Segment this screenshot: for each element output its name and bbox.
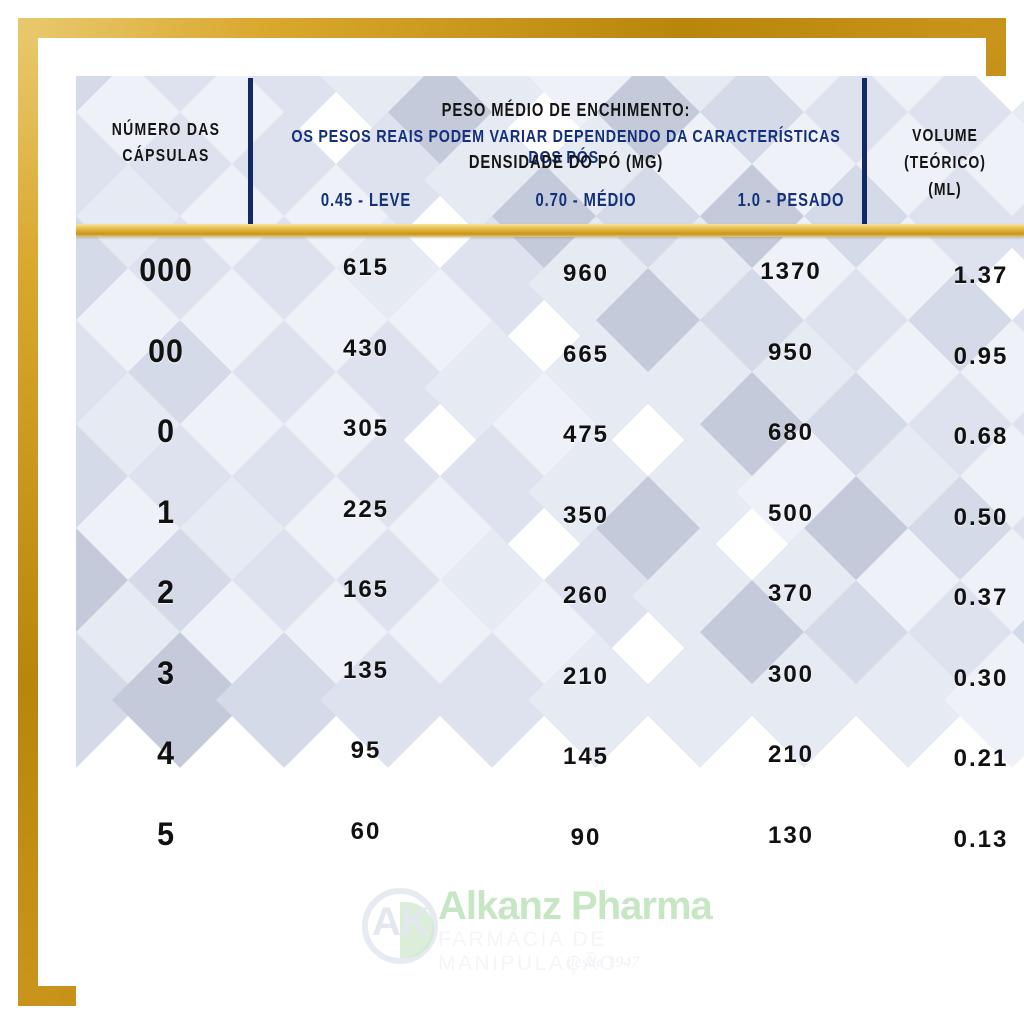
gold-frame: AK Alkanz Pharma FARMÁCIA DE MANIPULAÇÃO… (18, 18, 1024, 1024)
column-header-capsulas: NÚMERO DAS CÁPSULAS (102, 116, 230, 168)
capsule-size: 0 (157, 413, 175, 449)
weight-medio: 210 (562, 662, 610, 690)
table-header: NÚMERO DAS CÁPSULAS PESO MÉDIO DE ENCHIM… (76, 76, 1024, 228)
column-header-volume-line2: (ML) (928, 179, 962, 199)
volume-ml: 0.21 (953, 745, 1009, 772)
weight-medio: 145 (562, 743, 610, 770)
volume-ml: 0.13 (953, 825, 1009, 853)
weight-leve: 165 (342, 576, 390, 603)
weight-leve: 430 (342, 334, 390, 362)
capsule-size: 00 (148, 332, 184, 369)
weight-leve: 225 (342, 495, 390, 523)
gold-separator-bar (76, 224, 1024, 237)
weight-leve: 615 (342, 254, 390, 281)
weight-medio: 475 (562, 421, 610, 448)
weight-pesado: 1370 (760, 258, 822, 285)
header-divider-left (248, 78, 253, 228)
capsule-size: 3 (157, 654, 175, 691)
density-label-leve: 0.45 - LEVE (320, 190, 412, 210)
peso-density-label: DENSIDADE DO PÓ (MG) (468, 152, 664, 172)
weight-pesado: 130 (767, 821, 815, 849)
weight-pesado: 370 (767, 580, 815, 607)
weight-leve: 95 (350, 737, 382, 764)
peso-note: OS PESOS REAIS PODEM VARIAR DEPENDENDO D… (291, 126, 841, 167)
column-header-volume-line1: VOLUME (TEÓRICO) (904, 125, 986, 172)
weight-medio: 90 (570, 823, 602, 851)
column-header-capsulas-line2: CÁPSULAS (122, 145, 210, 165)
column-header-capsulas-line1: NÚMERO DAS (111, 119, 221, 139)
capsule-size: 2 (157, 574, 175, 610)
volume-ml: 1.37 (953, 262, 1009, 289)
column-header-volume: VOLUME (TEÓRICO) (ML) (882, 122, 1008, 203)
weight-medio: 260 (562, 582, 610, 609)
weight-pesado: 680 (767, 419, 815, 446)
table-body: 000 615 960 1370 1.37 00 430 665 950 0.95 0 305 475 6… (76, 236, 1024, 856)
weight-leve: 60 (350, 817, 382, 845)
weight-pesado: 950 (767, 338, 815, 366)
weight-leve: 135 (342, 656, 390, 684)
weight-pesado: 210 (767, 741, 815, 768)
volume-ml: 0.68 (953, 423, 1009, 450)
weight-leve: 305 (342, 415, 390, 442)
capsule-size: 1 (157, 493, 175, 530)
peso-title: PESO MÉDIO DE ENCHIMENTO: (441, 100, 691, 120)
header-divider-right (862, 78, 867, 228)
weight-pesado: 500 (767, 499, 815, 527)
volume-ml: 0.50 (953, 503, 1009, 531)
weight-medio: 665 (562, 340, 610, 368)
capsule-size: 5 (157, 815, 175, 852)
volume-ml: 0.37 (953, 584, 1009, 611)
weight-medio: 960 (562, 260, 610, 287)
volume-ml: 0.95 (953, 342, 1009, 370)
volume-ml: 0.30 (953, 664, 1009, 692)
capsule-size: 4 (157, 735, 175, 771)
weight-pesado: 300 (767, 660, 815, 688)
capsule-size: 000 (139, 252, 193, 288)
weight-medio: 350 (562, 501, 610, 529)
density-label-medio: 0.70 - MÉDIO (535, 190, 637, 210)
table-card: AK Alkanz Pharma FARMÁCIA DE MANIPULAÇÃO… (76, 76, 1024, 1024)
density-label-pesado: 1.0 - PESADO (737, 190, 845, 210)
